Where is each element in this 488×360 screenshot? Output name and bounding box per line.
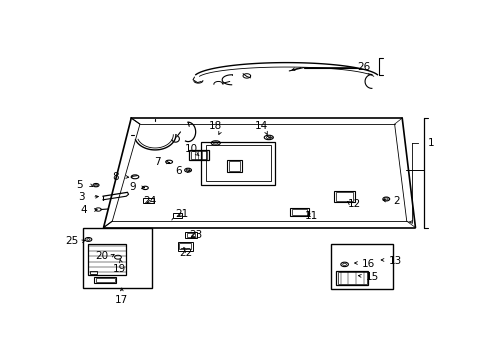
Bar: [226, 159, 241, 172]
Text: 2: 2: [392, 196, 399, 206]
Text: 16: 16: [362, 258, 375, 269]
Text: 17: 17: [115, 294, 128, 305]
Bar: [190, 151, 207, 159]
Bar: [90, 270, 97, 274]
Text: 4: 4: [81, 205, 87, 215]
Text: 15: 15: [366, 271, 379, 282]
Text: 14: 14: [254, 121, 267, 131]
Text: 19: 19: [113, 264, 126, 274]
Text: 22: 22: [179, 248, 192, 258]
Text: 21: 21: [175, 209, 188, 219]
Bar: [205, 145, 270, 181]
Text: 8: 8: [112, 172, 119, 182]
Bar: [186, 233, 195, 237]
Bar: [335, 192, 353, 201]
Text: 3: 3: [79, 192, 85, 202]
Bar: [189, 150, 208, 160]
Text: 25: 25: [65, 237, 78, 246]
Bar: [142, 198, 154, 203]
Text: 13: 13: [388, 256, 401, 266]
Text: 10: 10: [185, 144, 198, 154]
Bar: [179, 243, 191, 249]
Bar: [88, 244, 126, 275]
Text: 23: 23: [189, 230, 202, 240]
Bar: [94, 277, 116, 283]
Text: 24: 24: [143, 196, 157, 206]
Text: 20: 20: [95, 251, 108, 261]
Text: 7: 7: [154, 157, 161, 167]
Bar: [96, 278, 115, 282]
Text: 26: 26: [357, 62, 370, 72]
Text: 1: 1: [427, 138, 433, 148]
Bar: [330, 244, 393, 289]
Bar: [173, 213, 182, 219]
Text: 9: 9: [129, 183, 135, 192]
Bar: [228, 161, 240, 171]
Bar: [291, 209, 306, 215]
Bar: [333, 191, 354, 202]
Text: 18: 18: [209, 121, 222, 131]
Bar: [290, 208, 308, 216]
Text: 5: 5: [76, 180, 82, 190]
Bar: [178, 242, 193, 251]
Bar: [83, 228, 152, 288]
Bar: [337, 271, 366, 284]
Bar: [201, 141, 275, 185]
Bar: [336, 270, 368, 285]
Text: 6: 6: [175, 166, 182, 176]
Text: 12: 12: [347, 199, 361, 209]
Text: 11: 11: [304, 211, 317, 221]
Bar: [185, 232, 196, 238]
